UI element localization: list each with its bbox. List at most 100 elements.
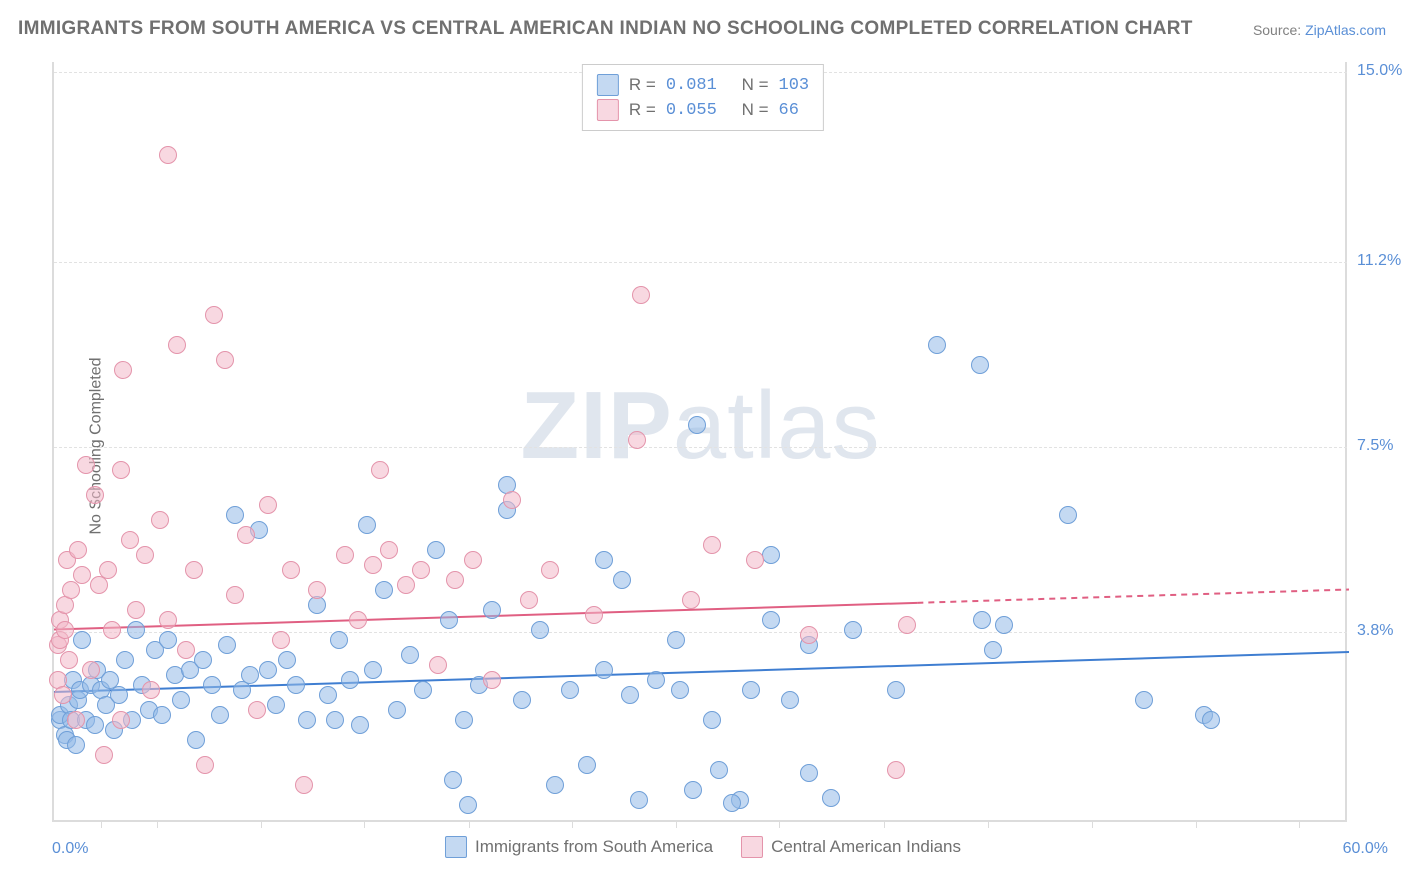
data-point <box>351 716 369 734</box>
legend-label-south-america: Immigrants from South America <box>475 837 713 857</box>
data-point <box>371 461 389 479</box>
data-point <box>703 536 721 554</box>
data-point <box>800 626 818 644</box>
data-point <box>241 666 259 684</box>
data-point <box>211 706 229 724</box>
data-point <box>973 611 991 629</box>
data-point <box>1202 711 1220 729</box>
x-tick <box>364 820 365 828</box>
data-point <box>742 681 760 699</box>
data-point <box>520 591 538 609</box>
legend-n-value: 66 <box>779 101 799 120</box>
x-tick <box>884 820 885 828</box>
data-point <box>168 336 186 354</box>
data-point <box>82 661 100 679</box>
data-point <box>114 361 132 379</box>
data-point <box>358 516 376 534</box>
data-point <box>194 651 212 669</box>
data-point <box>203 676 221 694</box>
data-point <box>278 651 296 669</box>
data-point <box>177 641 195 659</box>
data-point <box>887 761 905 779</box>
legend-swatch-pink <box>597 99 619 121</box>
data-point <box>336 546 354 564</box>
x-tick <box>261 820 262 828</box>
data-point <box>127 601 145 619</box>
data-point <box>414 681 432 699</box>
data-point <box>341 671 359 689</box>
data-point <box>86 716 104 734</box>
legend-n-value: 103 <box>779 76 810 95</box>
data-point <box>298 711 316 729</box>
y-tick-label: 3.8% <box>1357 622 1406 640</box>
data-point <box>226 586 244 604</box>
data-point <box>546 776 564 794</box>
data-point <box>295 776 313 794</box>
data-point <box>503 491 521 509</box>
data-point <box>272 631 290 649</box>
legend-r-label: R = <box>629 100 656 120</box>
data-point <box>671 681 689 699</box>
data-point <box>116 651 134 669</box>
data-point <box>427 541 445 559</box>
data-point <box>898 616 916 634</box>
chart-container: IMMIGRANTS FROM SOUTH AMERICA VS CENTRAL… <box>0 0 1406 892</box>
data-point <box>595 661 613 679</box>
data-point <box>1135 691 1153 709</box>
data-point <box>887 681 905 699</box>
x-tick <box>1196 820 1197 828</box>
x-tick <box>157 820 158 828</box>
legend-item-south-america: Immigrants from South America <box>445 836 713 858</box>
data-point <box>159 631 177 649</box>
data-point <box>630 791 648 809</box>
data-point <box>459 796 477 814</box>
source-link[interactable]: ZipAtlas.com <box>1305 22 1386 38</box>
legend-swatch-pink-icon <box>741 836 763 858</box>
data-point <box>723 794 741 812</box>
data-point <box>397 576 415 594</box>
data-point <box>187 731 205 749</box>
data-point <box>621 686 639 704</box>
data-point <box>110 686 128 704</box>
legend-r-value: 0.081 <box>666 76 717 95</box>
legend-r-label: R = <box>629 75 656 95</box>
data-point <box>226 506 244 524</box>
data-point <box>455 711 473 729</box>
data-point <box>995 616 1013 634</box>
data-point <box>531 621 549 639</box>
y-tick-label: 11.2% <box>1357 252 1406 270</box>
x-tick <box>572 820 573 828</box>
data-point <box>440 611 458 629</box>
data-point <box>159 611 177 629</box>
data-point <box>267 696 285 714</box>
data-point <box>237 526 255 544</box>
plot-area: ZIPatlas 3.8%7.5%11.2%15.0% <box>52 62 1347 822</box>
data-point <box>412 561 430 579</box>
data-point <box>388 701 406 719</box>
data-point <box>67 736 85 754</box>
data-point <box>746 551 764 569</box>
data-point <box>585 606 603 624</box>
data-point <box>259 661 277 679</box>
data-point <box>56 621 74 639</box>
data-point <box>781 691 799 709</box>
gridline <box>54 632 1347 633</box>
data-point <box>632 286 650 304</box>
x-tick <box>101 820 102 828</box>
data-point <box>822 789 840 807</box>
data-point <box>513 691 531 709</box>
legend-stats-box: R = 0.081 N = 103 R = 0.055 N = 66 <box>582 64 824 131</box>
x-tick <box>1092 820 1093 828</box>
data-point <box>561 681 579 699</box>
data-point <box>684 781 702 799</box>
data-point <box>112 711 130 729</box>
data-point <box>667 631 685 649</box>
data-point <box>1059 506 1077 524</box>
data-point <box>928 336 946 354</box>
data-point <box>595 551 613 569</box>
data-point <box>172 691 190 709</box>
data-point <box>984 641 1002 659</box>
data-point <box>112 461 130 479</box>
data-point <box>364 661 382 679</box>
gridline <box>54 262 1347 263</box>
